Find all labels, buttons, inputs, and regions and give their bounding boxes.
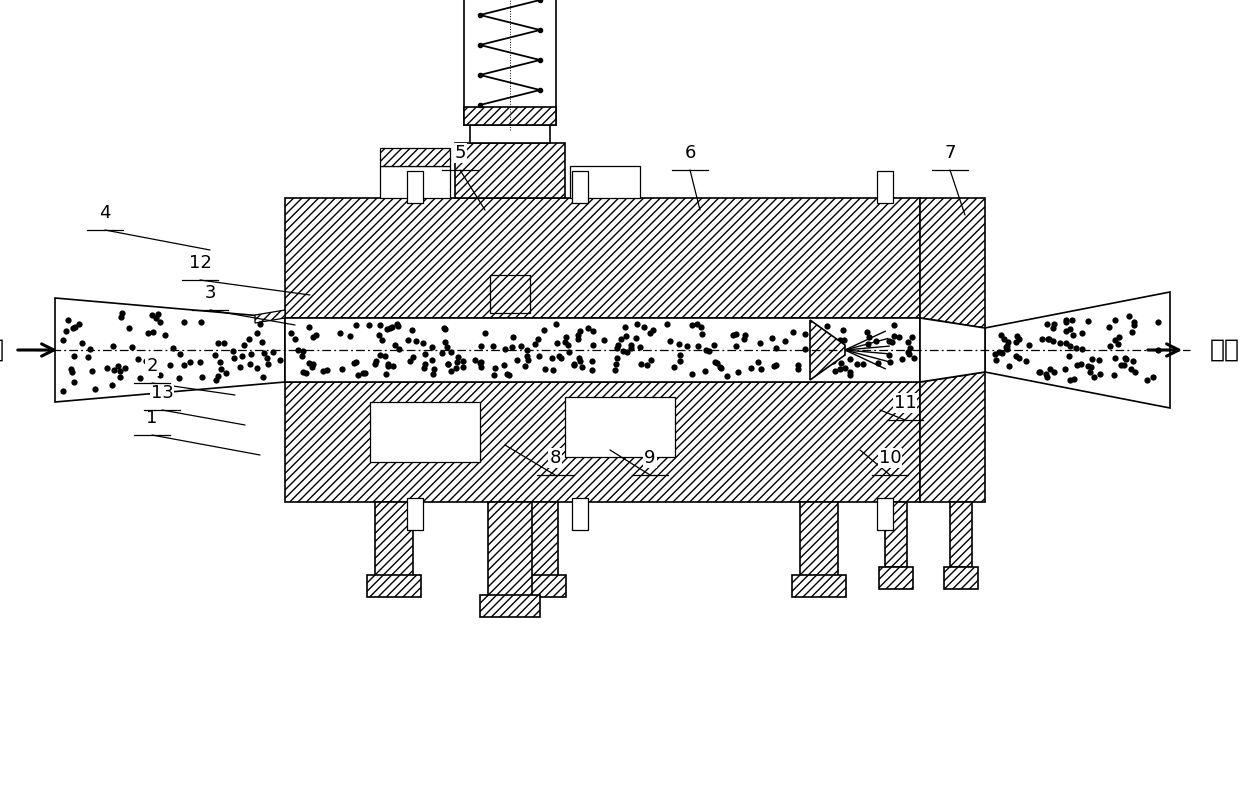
Text: 11: 11 — [894, 394, 916, 412]
Polygon shape — [407, 171, 423, 203]
Polygon shape — [370, 402, 480, 462]
Polygon shape — [55, 298, 285, 402]
Polygon shape — [407, 498, 423, 530]
Polygon shape — [885, 502, 906, 567]
Polygon shape — [572, 498, 588, 530]
Text: 4: 4 — [99, 204, 110, 222]
Polygon shape — [877, 498, 893, 530]
Polygon shape — [470, 125, 551, 143]
Text: 7: 7 — [944, 144, 956, 162]
Polygon shape — [520, 502, 558, 577]
Polygon shape — [512, 575, 565, 597]
Polygon shape — [367, 575, 422, 597]
Polygon shape — [792, 575, 846, 597]
Text: 6: 6 — [684, 144, 696, 162]
Polygon shape — [285, 318, 920, 382]
Polygon shape — [379, 166, 450, 198]
Polygon shape — [572, 171, 588, 203]
Polygon shape — [920, 372, 985, 502]
Text: 8: 8 — [549, 449, 560, 467]
Text: 13: 13 — [150, 384, 174, 402]
Polygon shape — [920, 318, 985, 382]
Polygon shape — [950, 502, 972, 567]
Text: 5: 5 — [454, 144, 466, 162]
Polygon shape — [810, 320, 844, 380]
Polygon shape — [879, 567, 913, 589]
Polygon shape — [944, 567, 978, 589]
Polygon shape — [877, 171, 893, 203]
Text: 1: 1 — [146, 409, 157, 427]
Polygon shape — [285, 382, 920, 502]
Text: 9: 9 — [645, 449, 656, 467]
Polygon shape — [570, 166, 640, 198]
Polygon shape — [985, 292, 1171, 408]
Polygon shape — [480, 595, 539, 617]
Polygon shape — [379, 148, 450, 166]
Polygon shape — [374, 502, 413, 577]
Text: 3: 3 — [205, 284, 216, 302]
Polygon shape — [455, 143, 565, 198]
Polygon shape — [490, 275, 529, 313]
Polygon shape — [255, 310, 285, 323]
Polygon shape — [464, 0, 556, 125]
Polygon shape — [565, 397, 675, 457]
Text: 10: 10 — [879, 449, 901, 467]
Text: 2: 2 — [146, 357, 157, 375]
Text: 12: 12 — [188, 254, 212, 272]
Polygon shape — [920, 198, 985, 328]
Polygon shape — [464, 107, 556, 125]
Polygon shape — [800, 502, 838, 577]
Text: 出口: 出口 — [1210, 338, 1240, 362]
Polygon shape — [489, 502, 532, 597]
Text: 入口: 入口 — [0, 338, 5, 362]
Polygon shape — [285, 198, 920, 318]
